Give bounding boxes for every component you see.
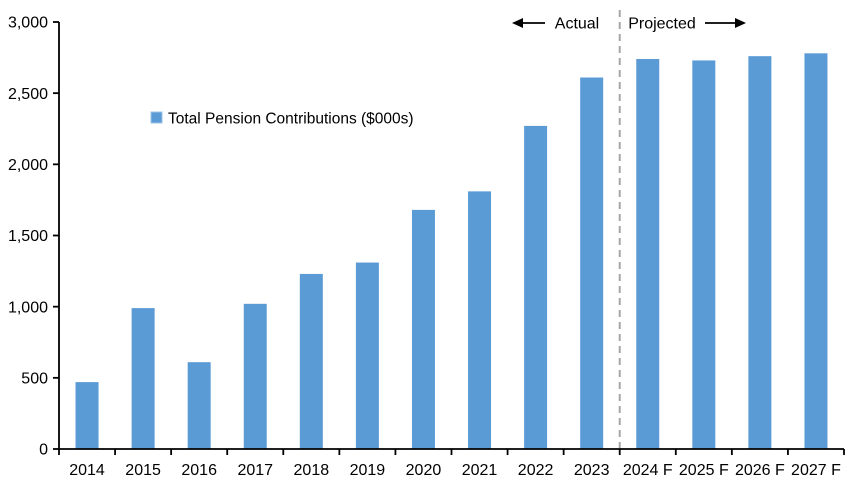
y-tick-label: 0 <box>39 442 48 459</box>
actual-projected-annotation: Actual Projected <box>512 16 746 33</box>
y-tick-label: 2,000 <box>8 157 48 174</box>
bar-2023 <box>580 77 604 449</box>
bar-2022 <box>524 125 548 450</box>
projected-label: Projected <box>628 16 696 33</box>
bar-2019 <box>355 262 379 449</box>
right-arrow-icon <box>705 18 746 28</box>
x-tick-label: 2023 <box>574 462 610 479</box>
left-arrow-icon <box>512 18 545 28</box>
legend: Total Pension Contributions ($000s) <box>150 110 414 127</box>
legend-marker-swatch <box>150 111 163 124</box>
bar-2025 F <box>692 60 716 450</box>
actual-label: Actual <box>555 16 599 33</box>
x-tick-label: 2016 <box>181 462 217 479</box>
bar-2015 <box>131 308 155 449</box>
x-tick-label: 2019 <box>350 462 386 479</box>
x-tick-label: 2014 <box>69 462 105 479</box>
y-tick-label: 1,500 <box>8 228 48 245</box>
bar-2014 <box>75 382 99 449</box>
x-tick-label: 2018 <box>294 462 330 479</box>
bar-2026 F <box>748 56 772 449</box>
x-tick-label: 2024 F <box>623 462 673 479</box>
x-tick-label: 2017 <box>237 462 273 479</box>
y-tick-label: 3,000 <box>8 15 48 32</box>
x-tick-label: 2022 <box>518 462 554 479</box>
y-tick-label: 1,000 <box>8 299 48 316</box>
x-tick-label: 2026 F <box>735 462 785 479</box>
x-tick-label: 2021 <box>462 462 498 479</box>
y-tick-label: 500 <box>21 370 48 387</box>
bar-2017 <box>243 303 267 449</box>
bar-2020 <box>411 209 435 449</box>
x-tick-label: 2020 <box>406 462 442 479</box>
x-tick-label: 2015 <box>125 462 161 479</box>
bar-2018 <box>299 273 323 449</box>
bar-2024 F <box>636 59 660 450</box>
x-tick-label: 2025 F <box>679 462 729 479</box>
bar-2021 <box>468 191 492 450</box>
bar-2027 F <box>804 53 828 450</box>
bar-2016 <box>187 362 211 449</box>
y-tick-label: 2,500 <box>8 86 48 103</box>
legend-label: Total Pension Contributions ($000s) <box>168 110 414 127</box>
x-tick-label: 2027 F <box>791 462 841 479</box>
